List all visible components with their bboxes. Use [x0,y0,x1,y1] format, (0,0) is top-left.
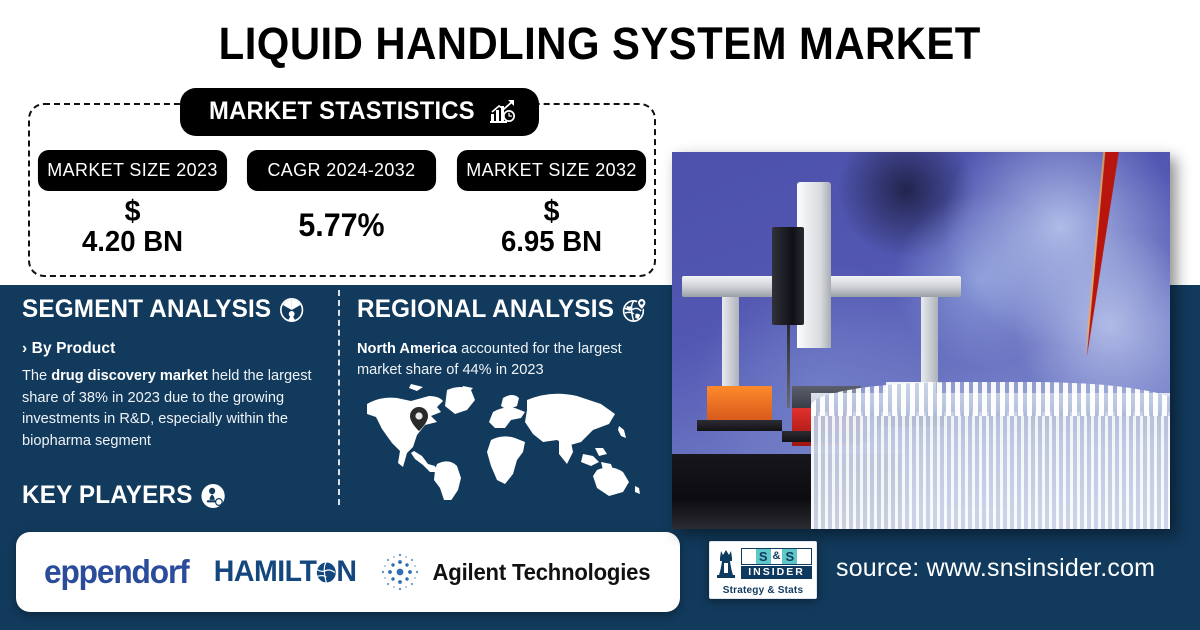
brand-s-right: S [782,548,798,564]
key-players-label: KEY PLAYERS [22,481,193,509]
regional-analysis-label: REGIONAL ANALYSIS [357,295,615,323]
segment-analysis-heading: SEGMENT ANALYSIS [22,295,323,324]
segment-body-text: The drug discovery market held the large… [22,366,322,452]
agilent-text: Agilent Technologies [432,558,651,585]
stat-label: MARKET SIZE 2023 [38,150,228,191]
market-statistics-badge: MARKET STASTISTICS [180,88,539,136]
stat-label: MARKET SIZE 2032 [456,150,646,191]
hamilton-globe-icon [316,560,338,584]
stat-cagr: CAGR 2024-2032 5.77% [244,150,439,242]
regional-body-bold: North America [357,341,458,357]
source-url-text: source: www.snsinsider.com [836,554,1156,582]
agilent-burst-icon [379,551,421,593]
currency-symbol: $ [543,195,560,228]
regional-analysis-heading: REGIONAL ANALYSIS [357,295,648,324]
segment-analysis-section: SEGMENT ANALYSIS › By Product The drug d… [22,295,332,452]
regional-analysis-section: REGIONAL ANALYSIS North America accounte… [357,295,657,381]
brand-tagline: Strategy & Stats [722,585,804,596]
hamilton-text-before: HAMILT [213,555,317,588]
brand-s-left: S [755,548,771,564]
segment-analysis-label: SEGMENT ANALYSIS [22,295,272,323]
regional-body-text: North America accounted for the largest … [357,339,647,381]
key-players-logo-box: eppendorf HAMILT N [16,532,680,612]
segment-body-pre: The [22,368,52,384]
player-pawn-icon [200,483,225,509]
hamilton-text-after: N [336,555,358,588]
brand-ampersand: & [772,550,781,562]
stat-value: 5.77% [298,207,386,243]
logo-agilent: Agilent Technologies [379,551,655,593]
king-chess-icon [714,545,738,581]
market-statistics-badge-label: MARKET STASTISTICS [208,97,475,125]
stat-value: $ 4.20 BN [40,195,225,258]
world-map [351,378,651,500]
bar-chart-clock-icon [489,99,517,125]
map-marker-north-america [410,407,428,431]
stat-market-size-2023: MARKET SIZE 2023 $ 4.20 BN [35,150,230,257]
title-bar: LIQUID HANDLING SYSTEM MARKET [0,14,1200,74]
regional-body-post: accounted for the largest market share o… [357,341,622,379]
segment-body-post: held the largest share of 38% in 2023 du… [22,368,312,449]
currency-symbol: $ [124,195,141,228]
value-text: 4.20 BN [82,225,184,258]
logo-eppendorf: eppendorf [44,553,190,590]
key-players-heading: KEY PLAYERS [22,481,226,510]
segment-subheading: › By Product [22,340,116,357]
brand-insider-label: INSIDER [741,565,812,579]
stat-value: $ 6.95 BN [459,195,644,258]
value-text: 6.95 BN [500,225,602,258]
section-divider [338,290,340,505]
stat-label: CAGR 2024-2032 [247,150,437,191]
liquid-handling-robot-photo [672,152,1170,529]
logo-hamilton: HAMILT N [214,555,357,589]
globe-pin-icon [622,297,647,323]
stat-market-size-2032: MARKET SIZE 2032 $ 6.95 BN [454,150,649,257]
segment-pie-icon [279,297,304,323]
page-title: LIQUID HANDLING SYSTEM MARKET [218,18,982,69]
sns-insider-brand-logo: S & S INSIDER Strategy & Stats [709,541,817,599]
segment-body-bold: drug discovery market [51,368,208,384]
market-statistics-row: MARKET SIZE 2023 $ 4.20 BN CAGR 2024-203… [28,150,656,257]
key-players-section: KEY PLAYERS [22,481,232,510]
